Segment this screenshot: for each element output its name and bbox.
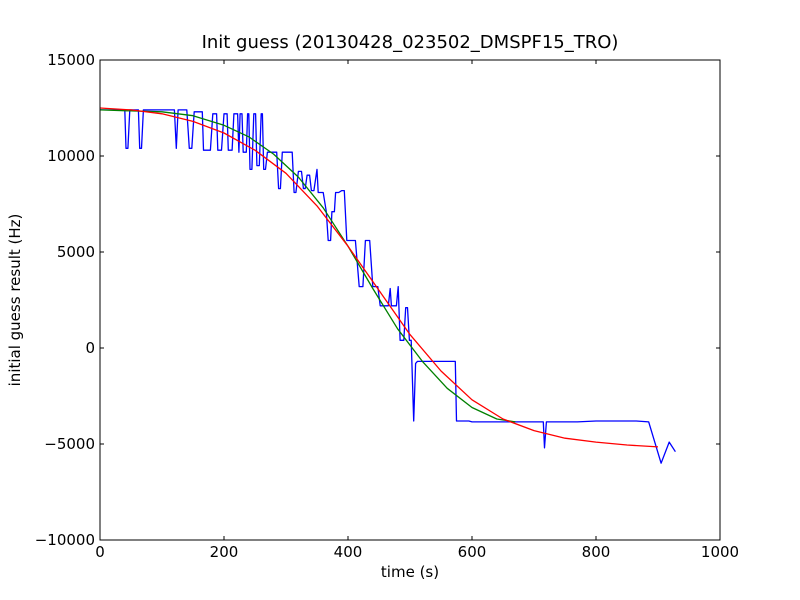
y-tick-label: 10000 xyxy=(47,147,95,165)
x-axis-label: time (s) xyxy=(381,563,439,581)
x-tick-label: 1000 xyxy=(701,543,739,561)
x-tick-label: 800 xyxy=(582,543,611,561)
y-tick-label: 15000 xyxy=(47,51,95,69)
x-tick-label: 600 xyxy=(458,543,487,561)
blue-data-line xyxy=(100,109,676,464)
x-tick-label: 400 xyxy=(334,543,363,561)
x-tick-label: 200 xyxy=(210,543,239,561)
y-axis-label: initial guess result (Hz) xyxy=(6,214,24,387)
y-tick-label: 5000 xyxy=(57,243,95,261)
series-layer xyxy=(100,107,676,464)
plot-frame xyxy=(99,59,721,541)
x-tick-label: 0 xyxy=(95,543,105,561)
y-tick-label: −5000 xyxy=(44,435,95,453)
plot-area xyxy=(99,59,721,541)
red-fit-line xyxy=(100,107,659,448)
chart-title: Init guess (20130428_023502_DMSPF15_TRO) xyxy=(202,32,619,53)
green-fit-line xyxy=(100,109,516,423)
y-tick-label: −10000 xyxy=(35,531,95,549)
ticks-layer: 0 200 400 600 800 1000 −10000 −5000 0 5000 10000 15… xyxy=(35,51,739,561)
y-tick-label: 0 xyxy=(85,339,95,357)
